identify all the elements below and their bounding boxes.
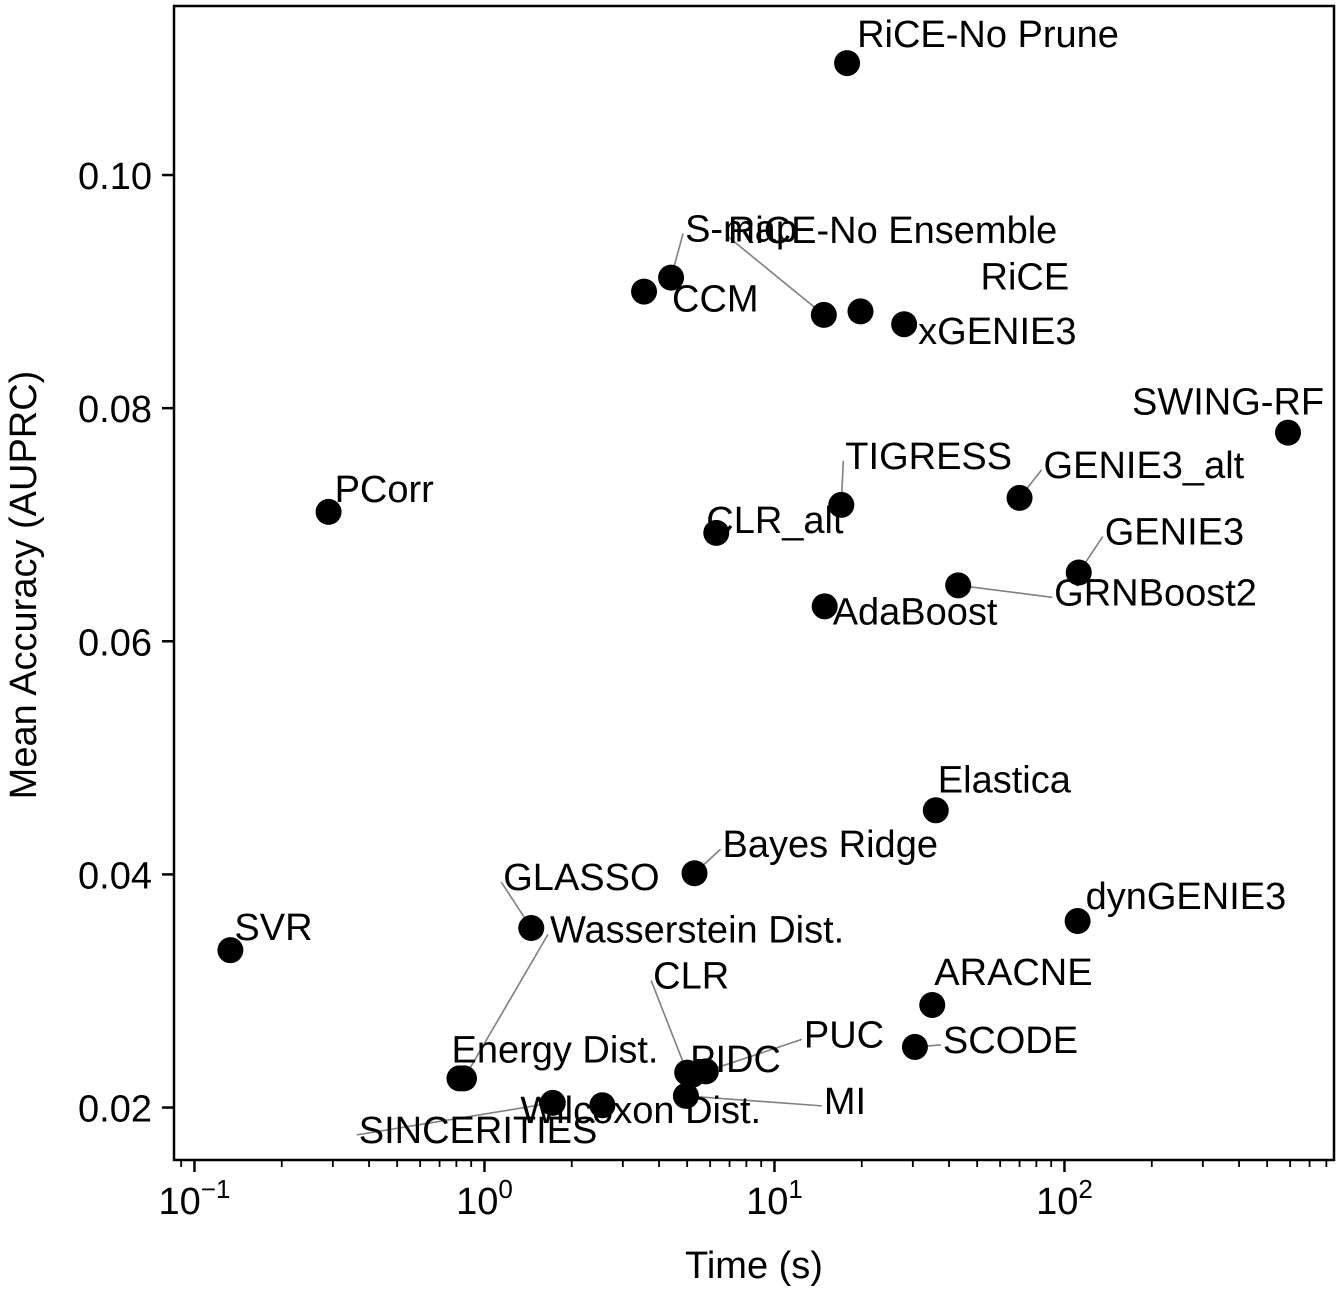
- data-point: [945, 572, 972, 599]
- point-label: RiCE-No Prune: [857, 14, 1119, 56]
- data-point: [518, 915, 545, 942]
- y-tick-label: 0.02: [78, 1089, 152, 1131]
- y-tick-label: 0.04: [78, 855, 152, 897]
- leader-line: [958, 584, 1053, 599]
- x-axis-label: Time (s): [685, 1245, 823, 1287]
- plot-area-frame: [172, 4, 1336, 1162]
- x-tick-label: 101: [746, 1174, 803, 1223]
- data-point: [217, 937, 244, 964]
- data-point: [811, 593, 838, 620]
- point-label: CCM: [672, 279, 759, 321]
- point-label: GLASSO: [503, 857, 659, 899]
- point-label: MI: [824, 1081, 866, 1123]
- data-point: [679, 1061, 706, 1088]
- y-tick-label: 0.08: [78, 389, 152, 431]
- data-point: [1065, 559, 1092, 586]
- leader-line: [685, 1095, 822, 1107]
- x-tick-label: 10−1: [158, 1174, 230, 1223]
- point-label: PIDC: [690, 1039, 781, 1081]
- data-point: [446, 1065, 473, 1092]
- point-label: AdaBoost: [833, 591, 998, 633]
- point-label: PCorr: [335, 469, 435, 511]
- data-point: [658, 264, 685, 291]
- data-point: [315, 498, 342, 525]
- point-label: ARACNE: [934, 952, 1092, 994]
- axis-ticks: 0.02 0.04 0.06 0.08 0.10 10−1 100 101 102: [78, 156, 1328, 1223]
- data-point: [847, 298, 874, 325]
- point-label: SINCERITIES: [359, 1110, 598, 1152]
- x-tick-label: 100: [456, 1174, 513, 1223]
- point-label: GRNBoost2: [1054, 572, 1257, 614]
- leader-line: [725, 234, 825, 316]
- point-label: RiCE: [981, 256, 1070, 298]
- data-point: [703, 519, 730, 546]
- point-label: GENIE3: [1105, 512, 1244, 554]
- point-label: TIGRESS: [845, 436, 1012, 478]
- data-point: [828, 491, 855, 518]
- data-point: [1064, 908, 1091, 935]
- data-point: [919, 991, 946, 1018]
- data-point: [672, 1082, 699, 1109]
- data-point: [1275, 419, 1302, 446]
- data-point: [681, 860, 708, 887]
- point-label: CLR: [653, 956, 729, 998]
- leader-line: [463, 934, 549, 1079]
- data-point: [631, 278, 658, 305]
- data-point: [1006, 484, 1033, 511]
- point-label: SWING-RF: [1132, 382, 1324, 424]
- point-label: CLR_alt: [706, 500, 844, 542]
- data-point: [922, 797, 949, 824]
- point-label: Wasserstein Dist.: [550, 909, 844, 951]
- y-axis-label: Mean Accuracy (AUPRC): [3, 371, 45, 800]
- data-points: [217, 50, 1302, 1119]
- point-label: Elastica: [938, 759, 1072, 801]
- label-leader-lines: [356, 233, 1104, 1136]
- point-label: dynGENIE3: [1086, 876, 1287, 918]
- point-label: SCODE: [943, 1020, 1078, 1062]
- point-label: GENIE3_alt: [1044, 445, 1245, 487]
- data-point: [539, 1089, 566, 1116]
- point-label: xGENIE3: [918, 311, 1076, 353]
- point-label: Bayes Ridge: [723, 824, 938, 866]
- y-tick-label: 0.06: [78, 622, 152, 664]
- data-point: [891, 311, 918, 338]
- leader-line: [356, 1102, 553, 1136]
- data-point: [589, 1092, 616, 1119]
- data-point: [834, 50, 861, 77]
- data-point: [901, 1033, 928, 1060]
- point-label: Energy Dist.: [451, 1029, 658, 1071]
- leader-line: [650, 980, 688, 1073]
- x-tick-label: 102: [1036, 1174, 1093, 1223]
- point-label: PUC: [804, 1014, 884, 1056]
- point-label: RiCE-No Ensemble: [728, 210, 1057, 252]
- data-point: [810, 301, 837, 328]
- point-label: S-map: [685, 209, 797, 251]
- point-label: Wilcoxon Dist.: [520, 1090, 761, 1132]
- point-label: SVR: [234, 907, 312, 949]
- leader-line: [705, 1038, 803, 1073]
- y-tick-label: 0.10: [78, 156, 152, 198]
